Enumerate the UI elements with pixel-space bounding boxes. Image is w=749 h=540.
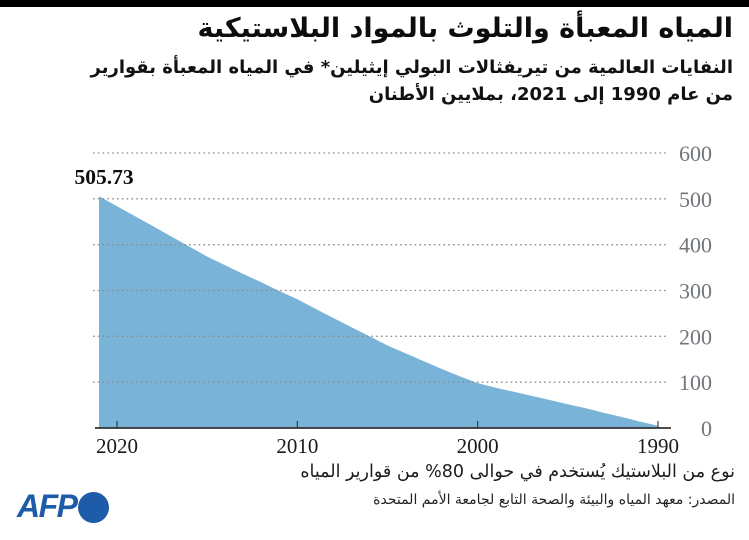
y-axis-label: 100	[679, 370, 712, 395]
y-axis-label: 200	[679, 324, 712, 349]
peak-value-label: 505.73	[74, 165, 133, 189]
source-text: المصدر: معهد المياه والبيئة والصحة التاب…	[373, 492, 735, 508]
footnote-text: نوع من البلاستيك يُستخدم في حوالى 80% من…	[300, 462, 735, 482]
top-black-bar	[0, 0, 749, 7]
afp-logo-text: AFP	[17, 488, 78, 524]
chart-subtitle-line2: من عام 1990 إلى 2021، بملايين الأطنان	[368, 84, 733, 106]
page-title: المياه المعبأة والتلوث بالمواد البلاستيك…	[197, 13, 733, 44]
x-axis-label: 1990	[637, 434, 679, 458]
x-axis-label: 2010	[276, 434, 318, 458]
afp-logo: AFP	[17, 489, 109, 525]
y-axis-label: 600	[679, 146, 712, 166]
header: المياه المعبأة والتلوث بالمواد البلاستيك…	[0, 9, 733, 109]
y-axis-label: 400	[679, 233, 712, 258]
area-chart-svg: 2020 2010 2000 1990 0 100 200 300 400 500 600 505.7…	[74, 141, 712, 458]
afp-globe-icon	[77, 491, 109, 523]
chart-subtitle-line1: النفايات العالمية من تيريفثالات البولي إ…	[90, 56, 733, 78]
chart-subtitle: النفايات العالمية من تيريفثالات البولي إ…	[0, 54, 733, 110]
area-series	[99, 196, 658, 428]
y-axis-label: 0	[701, 416, 712, 441]
area-chart: 2020 2010 2000 1990 0 100 200 300 400 500 600 505.7…	[0, 141, 749, 458]
x-axis-label: 2000	[457, 434, 499, 458]
y-axis-label: 300	[679, 279, 712, 304]
y-axis-label: 500	[679, 187, 712, 212]
x-axis-label: 2020	[96, 434, 138, 458]
